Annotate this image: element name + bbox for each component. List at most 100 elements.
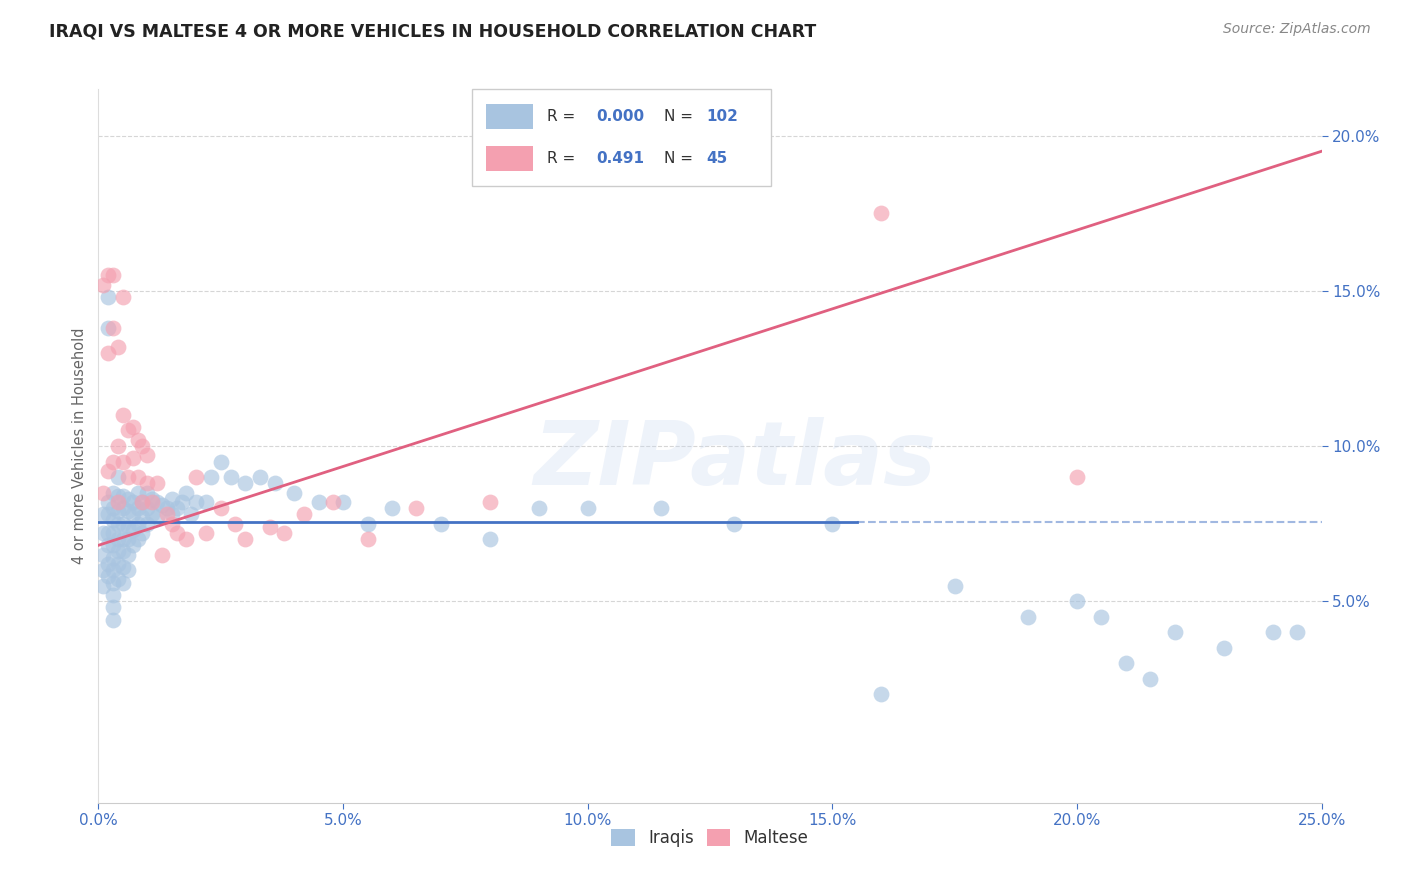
- Point: [131, 495, 153, 509]
- Point: [111, 575, 134, 590]
- Point: [127, 501, 149, 516]
- Point: [101, 268, 124, 283]
- Point: [101, 575, 124, 590]
- Point: [1261, 625, 1284, 640]
- Point: [186, 470, 208, 484]
- FancyBboxPatch shape: [486, 103, 533, 128]
- Point: [141, 495, 163, 509]
- Point: [136, 516, 159, 531]
- Point: [101, 485, 124, 500]
- Point: [117, 548, 139, 562]
- Point: [107, 557, 129, 571]
- Point: [111, 501, 134, 516]
- Point: [117, 424, 139, 438]
- Point: [166, 525, 188, 540]
- Point: [233, 532, 256, 546]
- Point: [107, 516, 129, 531]
- Point: [97, 538, 120, 552]
- Point: [1164, 625, 1187, 640]
- Point: [101, 321, 124, 335]
- Point: [176, 485, 198, 500]
- Point: [136, 448, 159, 462]
- Point: [111, 454, 134, 468]
- Legend: Iraqis, Maltese: Iraqis, Maltese: [603, 821, 817, 855]
- Point: [111, 408, 134, 422]
- Point: [478, 495, 501, 509]
- Point: [117, 491, 139, 506]
- Point: [723, 516, 745, 531]
- Point: [127, 532, 149, 546]
- Point: [180, 508, 202, 522]
- Point: [1212, 640, 1234, 655]
- Point: [381, 501, 404, 516]
- Text: Source: ZipAtlas.com: Source: ZipAtlas.com: [1223, 22, 1371, 37]
- Point: [97, 290, 120, 304]
- Point: [111, 532, 134, 546]
- Point: [101, 550, 124, 565]
- Point: [576, 501, 599, 516]
- Point: [166, 501, 188, 516]
- Point: [131, 525, 153, 540]
- Point: [160, 516, 183, 531]
- Point: [101, 454, 124, 468]
- Text: 0.000: 0.000: [596, 109, 644, 124]
- Point: [195, 495, 218, 509]
- Point: [107, 470, 129, 484]
- Text: IRAQI VS MALTESE 4 OR MORE VEHICLES IN HOUSEHOLD CORRELATION CHART: IRAQI VS MALTESE 4 OR MORE VEHICLES IN H…: [49, 22, 817, 40]
- Point: [101, 525, 124, 540]
- Point: [111, 516, 134, 531]
- Point: [259, 519, 281, 533]
- Point: [101, 501, 124, 516]
- Point: [146, 476, 169, 491]
- Point: [1139, 672, 1161, 686]
- Point: [91, 485, 114, 500]
- Point: [141, 491, 163, 506]
- Point: [91, 579, 114, 593]
- Text: 0.491: 0.491: [596, 151, 644, 166]
- Point: [200, 470, 222, 484]
- Text: R =: R =: [547, 109, 581, 124]
- Point: [146, 495, 169, 509]
- Point: [821, 516, 844, 531]
- Point: [97, 495, 120, 509]
- Text: 45: 45: [706, 151, 728, 166]
- Point: [121, 420, 143, 434]
- Point: [150, 548, 173, 562]
- Point: [107, 544, 129, 558]
- Point: [150, 498, 173, 512]
- FancyBboxPatch shape: [486, 146, 533, 171]
- Point: [107, 504, 129, 518]
- Point: [136, 485, 159, 500]
- Point: [219, 470, 242, 484]
- Point: [356, 516, 378, 531]
- Point: [478, 532, 501, 546]
- Point: [111, 544, 134, 558]
- Point: [121, 508, 143, 522]
- Text: R =: R =: [547, 151, 581, 166]
- Point: [97, 508, 120, 522]
- Point: [136, 476, 159, 491]
- Point: [117, 504, 139, 518]
- Point: [101, 613, 124, 627]
- Point: [101, 513, 124, 527]
- Point: [117, 519, 139, 533]
- Point: [97, 268, 120, 283]
- Point: [332, 495, 354, 509]
- Point: [117, 532, 139, 546]
- Point: [195, 525, 218, 540]
- Point: [131, 495, 153, 509]
- Point: [121, 495, 143, 509]
- Point: [156, 508, 179, 522]
- Point: [292, 508, 315, 522]
- Point: [107, 495, 129, 509]
- Point: [430, 516, 453, 531]
- Text: N =: N =: [664, 109, 697, 124]
- Point: [146, 510, 169, 524]
- Point: [111, 489, 134, 503]
- Point: [1286, 625, 1309, 640]
- Point: [121, 523, 143, 537]
- Point: [97, 557, 120, 571]
- Point: [127, 470, 149, 484]
- Point: [405, 501, 427, 516]
- Point: [97, 464, 120, 478]
